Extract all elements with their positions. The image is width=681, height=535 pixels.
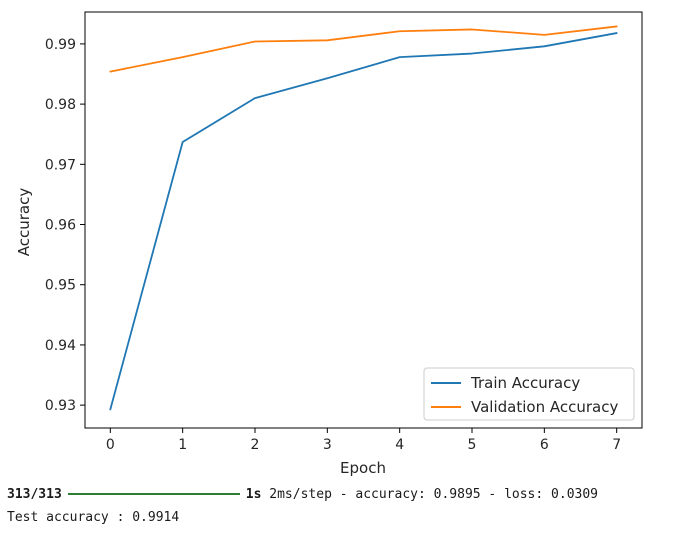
x-tick-label: 1 bbox=[178, 437, 187, 453]
legend: Train Accuracy Validation Accuracy bbox=[423, 367, 635, 421]
plot-frame bbox=[84, 11, 643, 429]
y-tick-label: 0.98 bbox=[45, 97, 76, 113]
x-tick-label: 3 bbox=[323, 437, 332, 453]
x-axis-title: Epoch bbox=[340, 459, 386, 477]
legend-label: Validation Accuracy bbox=[471, 398, 618, 416]
series-line-train bbox=[109, 32, 618, 411]
step-summary: 2ms/step - accuracy: 0.9895 - loss: 0.03… bbox=[269, 487, 599, 502]
y-tick-label: 0.95 bbox=[45, 278, 76, 294]
plot-border bbox=[84, 11, 643, 429]
y-tick-label: 0.99 bbox=[45, 37, 76, 53]
progress-bar bbox=[67, 492, 240, 495]
x-tick-label: 5 bbox=[468, 437, 477, 453]
y-tick-label: 0.97 bbox=[45, 157, 76, 173]
series-layer bbox=[109, 25, 618, 411]
x-tick-label: 4 bbox=[395, 437, 404, 453]
x-tick-label: 7 bbox=[612, 437, 621, 453]
y-tick-label: 0.94 bbox=[45, 338, 76, 354]
y-tick-label: 0.96 bbox=[45, 218, 76, 234]
step-count: 313/313 bbox=[7, 487, 62, 502]
x-tick-label: 2 bbox=[251, 437, 260, 453]
elapsed-time: 1s bbox=[245, 487, 262, 502]
training-progress-line: 313/313 1s 2ms/step - accuracy: 0.9895 - … bbox=[7, 486, 598, 504]
accuracy-line-chart: 0 1 2 3 4 5 6 7 0.93 0.94 0.95 0.96 0.97 0.98 0.99 Epo… bbox=[15, 11, 643, 477]
ticks-layer: 0 1 2 3 4 5 6 7 0.93 0.94 0.95 0.96 0.97 0.98 0.99 bbox=[45, 37, 621, 453]
legend-label: Train Accuracy bbox=[470, 374, 580, 392]
test-accuracy-line: Test accuracy : 0.9914 bbox=[7, 510, 180, 525]
y-axis-title: Accuracy bbox=[15, 188, 33, 257]
y-tick-label: 0.93 bbox=[45, 398, 76, 414]
series-line-validation bbox=[109, 25, 618, 73]
x-tick-label: 6 bbox=[540, 437, 549, 453]
legend-box bbox=[423, 367, 635, 421]
x-tick-label: 0 bbox=[106, 437, 115, 453]
